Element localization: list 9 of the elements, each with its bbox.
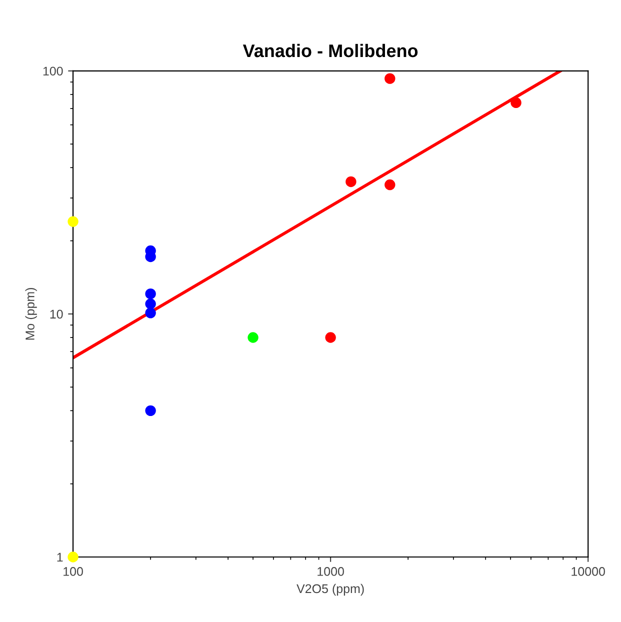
- x-tick-label: 1000: [318, 567, 344, 576]
- chart-title: Vanadio - Molibdeno: [242, 44, 418, 58]
- y-tick-label: 100: [43, 66, 63, 76]
- x-tick-label: 100: [64, 567, 83, 576]
- y-tick-label: 10: [50, 310, 63, 319]
- x-axis-title: V2O5 (ppm): [296, 584, 364, 596]
- y-tick-label: 1: [57, 552, 63, 562]
- x-tick-label: 10000: [572, 567, 605, 576]
- y-axis-title: Mo (ppm): [25, 288, 37, 340]
